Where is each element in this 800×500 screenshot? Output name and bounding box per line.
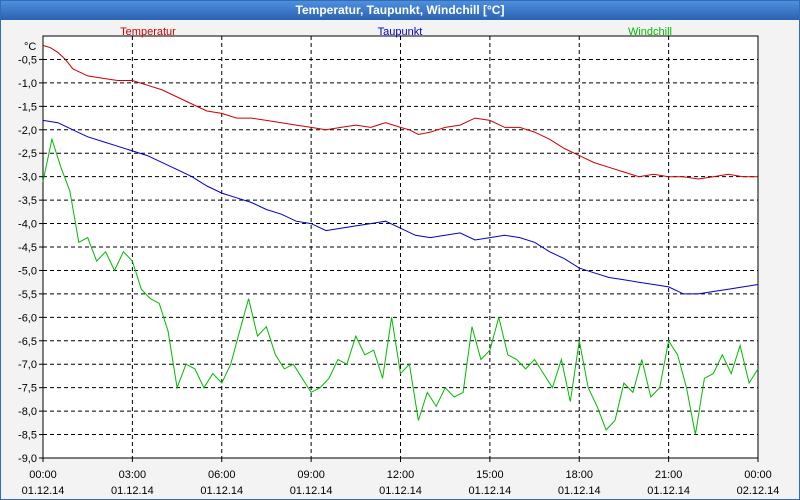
y-tick-label: -6,0 bbox=[18, 312, 37, 324]
y-tick-label: -3,5 bbox=[18, 195, 37, 207]
x-tick-time: 00:00 bbox=[29, 469, 57, 481]
legend: Temperatur Taupunkt Windchill bbox=[120, 26, 672, 38]
y-tick-label: -3,0 bbox=[18, 172, 37, 184]
y-tick-label: -1,5 bbox=[18, 101, 37, 113]
y-tick-label: -5,5 bbox=[18, 289, 37, 301]
x-tick-time: 03:00 bbox=[119, 469, 147, 481]
y-tick-label: -2,5 bbox=[18, 148, 37, 160]
gridlines bbox=[43, 36, 758, 458]
y-tick-label: -6,5 bbox=[18, 336, 37, 348]
y-tick-label: -4,0 bbox=[18, 219, 37, 231]
x-tick-time: 06:00 bbox=[208, 469, 236, 481]
y-tick-label: -8,0 bbox=[18, 406, 37, 418]
x-tick-date: 01.12.14 bbox=[111, 485, 154, 497]
x-tick-date: 01.12.14 bbox=[22, 485, 65, 497]
series-lines bbox=[42, 44, 759, 435]
x-tick-date: 01.12.14 bbox=[558, 485, 601, 497]
x-axis-ticks: 00:00 01.12.14 03:00 01.12.14 06:00 01.12.14 0… bbox=[22, 458, 780, 497]
y-tick-label: -2,0 bbox=[18, 125, 37, 137]
y-tick-label: -9,0 bbox=[18, 453, 37, 465]
x-tick-date: 01.12.14 bbox=[647, 485, 690, 497]
legend-temperatur: Temperatur bbox=[120, 26, 176, 38]
legend-taupunkt: Taupunkt bbox=[378, 26, 423, 38]
y-tick-label: -7,5 bbox=[18, 383, 37, 395]
x-tick-date: 02.12.14 bbox=[737, 485, 780, 497]
x-tick-date: 01.12.14 bbox=[379, 485, 422, 497]
y-tick-label: -0,5 bbox=[18, 54, 37, 66]
x-tick-time: 09:00 bbox=[297, 469, 325, 481]
x-tick-time: 15:00 bbox=[476, 469, 504, 481]
series-line-temperatur bbox=[42, 44, 758, 180]
x-tick-time: 21:00 bbox=[655, 469, 683, 481]
y-axis-unit: °C bbox=[24, 41, 36, 53]
chart-title: Temperatur, Taupunkt, Windchill [°C] bbox=[1, 1, 799, 20]
series-line-taupunkt bbox=[42, 119, 759, 295]
x-tick-date: 01.12.14 bbox=[468, 485, 511, 497]
x-tick-date: 01.12.14 bbox=[290, 485, 333, 497]
x-tick-time: 00:00 bbox=[744, 469, 772, 481]
x-tick-time: 18:00 bbox=[565, 469, 593, 481]
y-tick-label: -7,0 bbox=[18, 359, 37, 371]
x-tick-time: 12:00 bbox=[387, 469, 415, 481]
x-tick-date: 01.12.14 bbox=[200, 485, 243, 497]
y-axis-ticks: -0,5 -1,0 -1,5 -2,0 -2,5 -3,0 -3,5 -4,0 -4,5 -5,0… bbox=[18, 54, 43, 465]
legend-windchill: Windchill bbox=[628, 26, 672, 38]
y-tick-label: -5,0 bbox=[18, 265, 37, 277]
series-line-windchill bbox=[42, 137, 759, 435]
y-tick-label: -1,0 bbox=[18, 78, 37, 90]
y-tick-label: -8,5 bbox=[18, 430, 37, 442]
y-tick-label: -4,5 bbox=[18, 242, 37, 254]
